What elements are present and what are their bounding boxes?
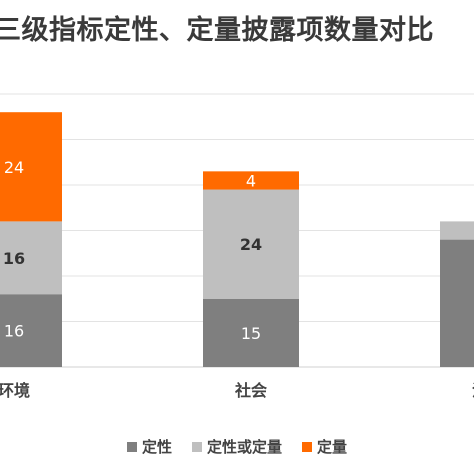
- legend-label-qualitative: 定性: [141, 438, 172, 456]
- legend-swatch-either: [191, 441, 202, 452]
- legend-swatch-quantitative: [302, 441, 312, 452]
- legend-swatch-qualitative: [126, 441, 137, 452]
- data-label: 24: [4, 158, 24, 177]
- category-label: 社会: [234, 381, 267, 400]
- bar-segment: [0, 112, 62, 222]
- legend-item-quantitative[interactable]: 定量: [302, 436, 347, 457]
- category-label: 环境: [0, 381, 30, 400]
- data-label: 24: [240, 235, 262, 254]
- data-label: 4: [246, 171, 256, 190]
- bar-segment: [203, 189, 299, 299]
- bar-segment: [203, 298, 299, 367]
- bar-segment: [440, 239, 474, 367]
- bar-segment: [203, 171, 299, 190]
- bar-segment: [0, 294, 62, 367]
- legend-label-either: 定性或定量: [206, 438, 282, 456]
- chart-title: 三级指标定性、定量披露项数量对比: [0, 15, 434, 46]
- data-label: 16: [3, 249, 25, 268]
- legend-item-qualitative[interactable]: 定性: [126, 436, 172, 457]
- bar-segment: [0, 221, 62, 295]
- legend-item-either[interactable]: 定性或定量: [191, 436, 282, 457]
- data-label: 15: [241, 324, 261, 343]
- legend: 定性 定性或定量 定量: [0, 436, 474, 457]
- category-label: 治理: [472, 381, 474, 400]
- bar-segment: [440, 221, 474, 240]
- legend-label-quantitative: 定量: [317, 438, 348, 456]
- data-label: 16: [4, 322, 24, 341]
